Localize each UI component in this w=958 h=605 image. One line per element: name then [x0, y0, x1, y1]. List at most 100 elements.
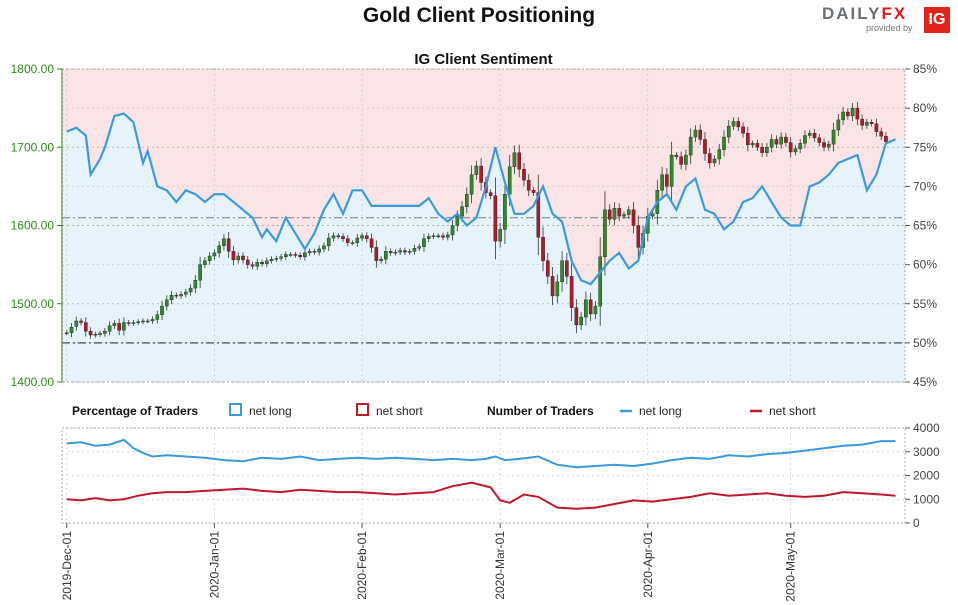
candle — [393, 251, 398, 254]
candle — [474, 165, 479, 175]
price-tick-label: 1400.00 — [11, 375, 55, 389]
candle — [679, 156, 683, 165]
candle — [836, 119, 841, 131]
legend-net-short-count-label: net short — [769, 404, 816, 418]
candle — [417, 246, 422, 249]
candle — [731, 121, 736, 127]
candle — [774, 139, 779, 145]
candle — [107, 325, 112, 332]
candle — [765, 147, 769, 153]
percent-tick-label: 50% — [913, 336, 937, 350]
candle — [488, 192, 493, 196]
x-tick-label: 2020-Jan-01 — [207, 531, 221, 599]
candle — [603, 209, 607, 258]
candle — [141, 320, 145, 323]
percent-tick-label: 85% — [913, 62, 937, 76]
candle — [103, 330, 107, 334]
candle — [726, 125, 731, 138]
candle — [126, 322, 131, 324]
x-tick-label: 2020-Mar-01 — [493, 531, 507, 600]
candle — [574, 307, 579, 326]
candle — [817, 137, 822, 143]
candle — [879, 131, 883, 137]
candle — [360, 235, 364, 239]
candle — [207, 255, 212, 261]
candle — [688, 136, 693, 156]
candle — [698, 129, 703, 140]
candle — [503, 193, 507, 230]
candle — [798, 143, 803, 150]
x-tick-label: 2019-Dec-01 — [60, 531, 74, 601]
legend-number-title: Number of Traders — [487, 404, 594, 418]
candle — [807, 132, 812, 136]
candle — [865, 122, 869, 126]
traders-frame — [61, 427, 906, 524]
candle — [522, 168, 526, 181]
candle — [536, 192, 541, 238]
candle — [293, 254, 298, 256]
percent-tick-label: 65% — [913, 219, 937, 233]
candle — [422, 238, 426, 247]
candle — [379, 258, 383, 261]
candle — [584, 299, 588, 318]
candle — [650, 213, 655, 217]
candle — [326, 237, 331, 247]
candle — [636, 225, 641, 248]
percent-tick-label: 60% — [913, 258, 937, 272]
candle — [64, 332, 69, 334]
traders-tick-label: 2000 — [913, 469, 940, 483]
candle — [341, 236, 345, 240]
candle — [812, 132, 817, 139]
candle — [455, 215, 460, 226]
candle — [479, 165, 483, 183]
candle — [98, 333, 102, 335]
candle — [155, 314, 160, 320]
candle — [669, 154, 674, 187]
candle — [231, 251, 236, 261]
candle — [869, 122, 874, 124]
candle — [445, 234, 450, 238]
candle — [555, 281, 560, 297]
price-tick-label: 1800.00 — [11, 62, 55, 76]
candle — [460, 206, 464, 217]
candle — [512, 152, 517, 168]
percent-tick-label: 70% — [913, 179, 937, 193]
candle — [312, 251, 317, 253]
candle — [850, 107, 855, 117]
candle — [674, 154, 679, 157]
candle — [431, 235, 436, 237]
candle — [198, 264, 202, 281]
candle — [736, 121, 741, 128]
candle — [793, 148, 798, 153]
candle — [212, 252, 217, 257]
candle — [136, 321, 141, 323]
candle — [93, 334, 98, 336]
legend-net-long-count-label: net long — [639, 404, 682, 418]
candle — [193, 280, 198, 289]
candle — [579, 316, 583, 326]
x-tick-label: 2020-Feb-01 — [355, 531, 369, 600]
candle — [784, 136, 788, 143]
candle — [436, 235, 441, 237]
candle — [822, 142, 826, 148]
candle — [236, 255, 241, 261]
candle — [750, 143, 755, 146]
traders-tick-label: 1000 — [913, 492, 940, 506]
candle — [179, 294, 183, 297]
candle — [703, 139, 707, 154]
candle — [69, 327, 74, 333]
candle — [426, 236, 431, 240]
chart-frame — [61, 68, 906, 383]
candle — [260, 262, 264, 265]
candle — [755, 143, 760, 148]
candle — [831, 129, 836, 145]
candle — [255, 262, 260, 267]
candle — [350, 242, 355, 244]
candle — [222, 238, 226, 247]
candle — [779, 136, 783, 145]
candle — [174, 294, 179, 297]
candle — [203, 260, 207, 265]
candle — [465, 193, 469, 207]
